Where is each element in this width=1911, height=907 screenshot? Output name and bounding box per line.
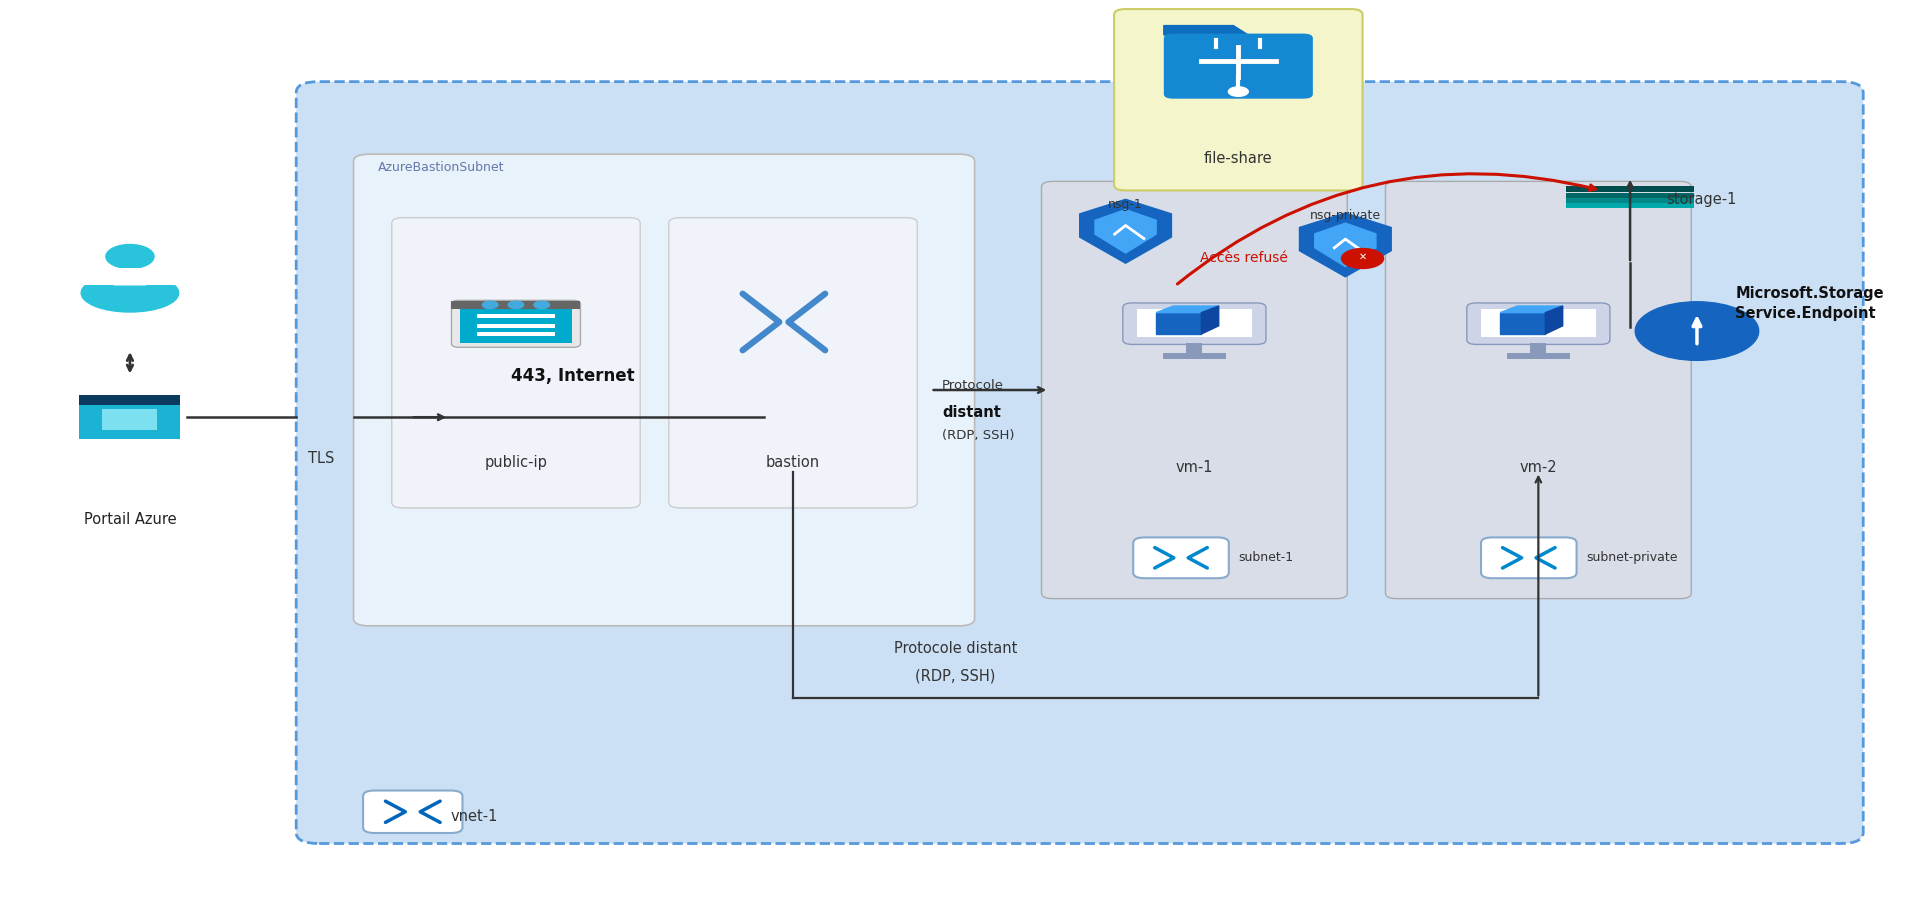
- FancyBboxPatch shape: [1481, 308, 1596, 336]
- Polygon shape: [1315, 223, 1376, 267]
- Text: bastion: bastion: [766, 455, 820, 470]
- Text: vm-1: vm-1: [1175, 460, 1213, 474]
- Circle shape: [1342, 249, 1384, 268]
- Ellipse shape: [105, 245, 155, 268]
- FancyBboxPatch shape: [461, 308, 571, 343]
- FancyBboxPatch shape: [1565, 198, 1695, 202]
- Circle shape: [533, 301, 550, 308]
- FancyBboxPatch shape: [478, 332, 554, 336]
- FancyBboxPatch shape: [78, 268, 182, 285]
- FancyBboxPatch shape: [80, 395, 180, 406]
- Polygon shape: [1156, 313, 1202, 334]
- FancyBboxPatch shape: [1124, 303, 1265, 345]
- Ellipse shape: [80, 274, 180, 312]
- FancyBboxPatch shape: [1565, 193, 1695, 198]
- Polygon shape: [1500, 313, 1546, 334]
- Text: (RDP, SSH): (RDP, SSH): [915, 668, 996, 683]
- FancyBboxPatch shape: [669, 218, 917, 508]
- Text: vnet-1: vnet-1: [451, 809, 499, 824]
- Circle shape: [1636, 302, 1758, 360]
- Text: distant: distant: [942, 405, 1001, 420]
- FancyBboxPatch shape: [1565, 186, 1695, 192]
- Polygon shape: [1095, 210, 1156, 253]
- Polygon shape: [1500, 306, 1563, 313]
- FancyBboxPatch shape: [1481, 537, 1577, 579]
- Text: public-ip: public-ip: [485, 455, 547, 470]
- FancyBboxPatch shape: [1162, 353, 1227, 358]
- FancyBboxPatch shape: [80, 405, 180, 439]
- Circle shape: [482, 301, 499, 308]
- FancyBboxPatch shape: [451, 301, 581, 309]
- Text: Microsoft.Storage
Service.Endpoint: Microsoft.Storage Service.Endpoint: [1735, 287, 1884, 321]
- Text: AzureBastionSubnet: AzureBastionSubnet: [378, 161, 505, 174]
- Text: 443, Internet: 443, Internet: [512, 367, 634, 385]
- Text: Protocole distant: Protocole distant: [894, 641, 1017, 656]
- FancyBboxPatch shape: [1187, 343, 1202, 355]
- Text: ✕: ✕: [1359, 251, 1366, 262]
- FancyBboxPatch shape: [1385, 181, 1691, 599]
- FancyBboxPatch shape: [103, 408, 157, 430]
- Polygon shape: [1299, 213, 1391, 277]
- Text: Accès refusé: Accès refusé: [1200, 251, 1288, 266]
- Text: subnet-1: subnet-1: [1238, 551, 1294, 564]
- FancyBboxPatch shape: [1164, 34, 1313, 99]
- Polygon shape: [1546, 306, 1563, 334]
- Text: storage-1: storage-1: [1666, 192, 1737, 207]
- FancyBboxPatch shape: [478, 324, 554, 328]
- FancyBboxPatch shape: [1133, 537, 1229, 579]
- FancyBboxPatch shape: [1506, 353, 1571, 358]
- FancyBboxPatch shape: [478, 314, 554, 318]
- Polygon shape: [1080, 200, 1171, 263]
- Text: vm-2: vm-2: [1519, 460, 1557, 474]
- Polygon shape: [1202, 306, 1219, 334]
- FancyBboxPatch shape: [1565, 203, 1695, 208]
- Text: Protocole: Protocole: [942, 379, 1003, 392]
- Polygon shape: [1156, 306, 1219, 313]
- FancyBboxPatch shape: [363, 791, 462, 833]
- Text: nsg-1: nsg-1: [1108, 198, 1143, 210]
- FancyBboxPatch shape: [1531, 343, 1546, 355]
- Circle shape: [508, 301, 524, 308]
- FancyBboxPatch shape: [1114, 9, 1363, 190]
- FancyBboxPatch shape: [392, 218, 640, 508]
- Text: (RDP, SSH): (RDP, SSH): [942, 429, 1015, 442]
- FancyBboxPatch shape: [1137, 308, 1252, 336]
- Text: Portail Azure: Portail Azure: [84, 512, 176, 528]
- Polygon shape: [1164, 25, 1248, 35]
- FancyBboxPatch shape: [354, 154, 975, 626]
- Text: nsg-private: nsg-private: [1309, 210, 1382, 222]
- FancyBboxPatch shape: [296, 82, 1863, 844]
- FancyBboxPatch shape: [1041, 181, 1347, 599]
- Polygon shape: [115, 277, 145, 285]
- FancyBboxPatch shape: [451, 300, 581, 347]
- Circle shape: [1229, 87, 1248, 96]
- FancyBboxPatch shape: [1468, 303, 1609, 345]
- Text: file-share: file-share: [1204, 151, 1273, 166]
- Text: subnet-private: subnet-private: [1586, 551, 1678, 564]
- Text: TLS: TLS: [308, 451, 334, 465]
